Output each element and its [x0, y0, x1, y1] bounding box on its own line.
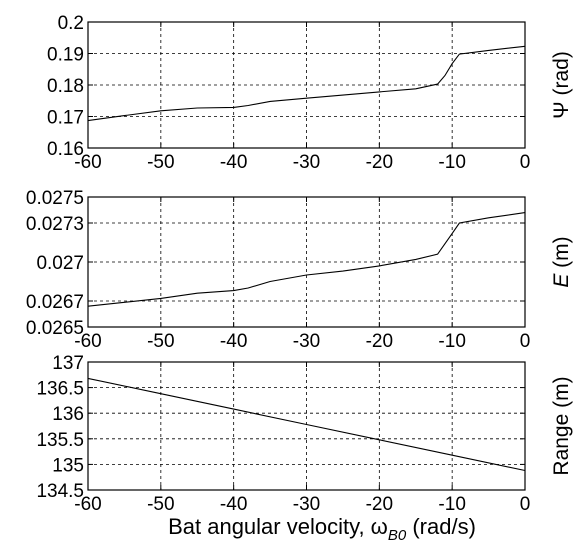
x-tick-label: -20	[366, 152, 393, 173]
x-tick-label: -60	[74, 331, 101, 352]
x-tick-label: -30	[293, 152, 320, 173]
x-tick-label: -10	[438, 494, 465, 515]
panel-psi: -60 -50 -40 -30 -20 -10 0 0.16 0.17 0.18 0.19 0.2 Ψ…	[47, 13, 573, 173]
x-tick-label: -50	[147, 152, 174, 173]
y-tick-label: 137	[52, 353, 84, 374]
y-tick-label: 0.19	[47, 45, 84, 66]
y-tick-label: 0.18	[47, 76, 84, 97]
x-tick-label: -30	[293, 494, 320, 515]
y-axis-label-symbol: E	[550, 273, 573, 288]
y-tick-label: 0.16	[47, 139, 84, 160]
y-tick-label: 0.027	[36, 253, 84, 274]
series-line-e	[87, 212, 526, 307]
y-tick-label: 134.5	[36, 481, 84, 502]
y-tick-label: 135	[52, 455, 84, 476]
x-tick-label: -50	[147, 331, 174, 352]
y-tick-label: 0.0275	[26, 188, 84, 209]
x-tick-label: -20	[366, 331, 393, 352]
y-axis-label-unit: (m)	[550, 236, 573, 273]
x-tick-label: -20	[366, 494, 393, 515]
y-tick-label: 0.0265	[26, 318, 84, 339]
panel-range: -60 -50 -40 -30 -20 -10 0 134.5 135 135.5 136 136.5…	[36, 353, 573, 515]
x-tick-label: -30	[293, 331, 320, 352]
x-tick-label: -40	[220, 331, 247, 352]
tick-labels: -60 -50 -40 -30 -20 -10 0 0.0265 0.0267 0.027 0.02…	[26, 188, 530, 352]
y-tick-label: 0.0267	[26, 292, 84, 313]
x-tick-label: -50	[147, 494, 174, 515]
series-line-psi	[87, 45, 526, 122]
tick-labels: -60 -50 -40 -30 -20 -10 0 134.5 135 135.5 136 136.5…	[36, 353, 530, 515]
y-tick-label: 0.17	[47, 108, 84, 129]
y-tick-label: 0.0273	[26, 214, 84, 235]
grid-lines	[88, 197, 525, 327]
x-tick-label: 0	[520, 152, 531, 173]
y-axis-label: E (m)	[550, 236, 573, 287]
x-tick-label: -10	[438, 331, 465, 352]
x-axis-label: Bat angular velocity, ωB0 (rad/s)	[168, 514, 476, 544]
y-tick-label: 136	[52, 404, 84, 425]
tick-labels: -60 -50 -40 -30 -20 -10 0 0.16 0.17 0.18 0.19 0.2	[47, 13, 530, 173]
x-tick-label: -10	[438, 152, 465, 173]
series-line-range	[87, 377, 526, 472]
x-axis-label-unit: (rad/s)	[406, 514, 476, 539]
grid-lines	[88, 362, 525, 490]
x-tick-label: -60	[74, 152, 101, 173]
x-tick-label: 0	[520, 494, 531, 515]
x-tick-label: -40	[220, 152, 247, 173]
y-axis-label: Range (m)	[550, 376, 573, 475]
y-axis-label: Ψ (rad)	[550, 51, 573, 119]
x-axis-label-main: Bat angular velocity, ω	[168, 514, 388, 539]
y-tick-label: 135.5	[36, 430, 84, 451]
x-tick-label: -40	[220, 494, 247, 515]
x-axis-label-subscript: B0	[388, 527, 407, 544]
x-tick-label: -60	[74, 494, 101, 515]
grid-lines	[88, 22, 525, 148]
y-tick-label: 136.5	[36, 379, 84, 400]
x-tick-label: 0	[520, 331, 531, 352]
y-tick-label: 0.2	[58, 13, 84, 34]
panel-e: -60 -50 -40 -30 -20 -10 0 0.0265 0.0267 0.027 0.02…	[26, 188, 573, 352]
